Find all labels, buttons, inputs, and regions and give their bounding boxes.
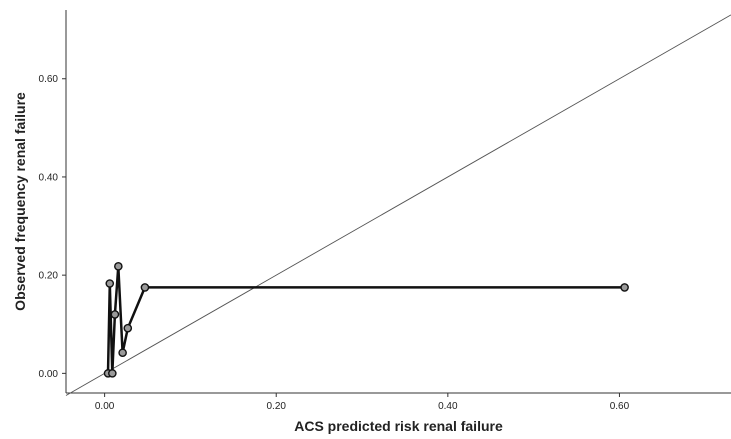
y-tick-label: 0.60: [39, 74, 59, 85]
data-point: [118, 348, 127, 358]
data-point: [140, 283, 150, 292]
x-tick-label: 0.40: [438, 401, 458, 412]
data-point: [123, 323, 133, 333]
data-point: [620, 283, 629, 292]
data-point: [114, 262, 123, 271]
y-axis-title: Observed frequency renal failure: [12, 92, 28, 311]
x-ticks: 0.00 0.20 0.40 0.60: [95, 393, 630, 412]
series-line: [106, 265, 625, 375]
axes: [65, 10, 731, 394]
y-ticks: 0.00 0.20 0.40 0.60: [39, 74, 66, 380]
x-tick-label: 0.20: [266, 401, 286, 412]
data-point: [110, 310, 120, 319]
y-tick-label: 0.00: [39, 369, 59, 380]
y-tick-label: 0.20: [39, 271, 59, 282]
x-tick-label: 0.00: [95, 401, 115, 412]
data-point: [108, 369, 117, 378]
x-tick-label: 0.60: [610, 401, 630, 412]
y-tick-label: 0.40: [39, 172, 59, 183]
data-point: [105, 279, 115, 288]
reference-identity-line: [65, 14, 731, 396]
data-points: [103, 262, 629, 378]
x-axis-title: ACS predicted risk renal failure: [294, 418, 503, 434]
